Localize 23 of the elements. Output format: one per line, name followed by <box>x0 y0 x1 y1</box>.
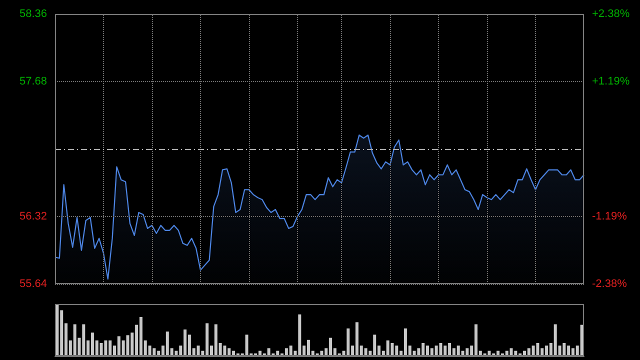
bar <box>439 343 442 356</box>
bar <box>100 343 103 356</box>
bar <box>298 314 302 356</box>
bar <box>386 340 390 356</box>
y-tick-label: 55.64 <box>19 278 47 290</box>
bar <box>536 343 540 356</box>
bar <box>196 346 200 356</box>
bar <box>73 324 76 356</box>
bar <box>126 335 130 356</box>
y2-tick-label: +1.19% <box>592 76 630 88</box>
bar <box>104 340 108 356</box>
y2-tick-label: -2.38% <box>592 278 628 290</box>
bar <box>223 346 226 356</box>
bar <box>390 343 394 356</box>
bar <box>434 346 438 356</box>
y2-tick-label: +2.38% <box>592 8 630 20</box>
y-tick-label: 56.32 <box>19 210 47 222</box>
bar <box>562 343 566 356</box>
bar <box>532 346 535 356</box>
y-tick-label: 57.68 <box>19 76 47 88</box>
y-tick-label: 58.36 <box>19 8 47 20</box>
bar <box>245 334 248 356</box>
y2-tick-label: -1.19% <box>592 210 628 222</box>
